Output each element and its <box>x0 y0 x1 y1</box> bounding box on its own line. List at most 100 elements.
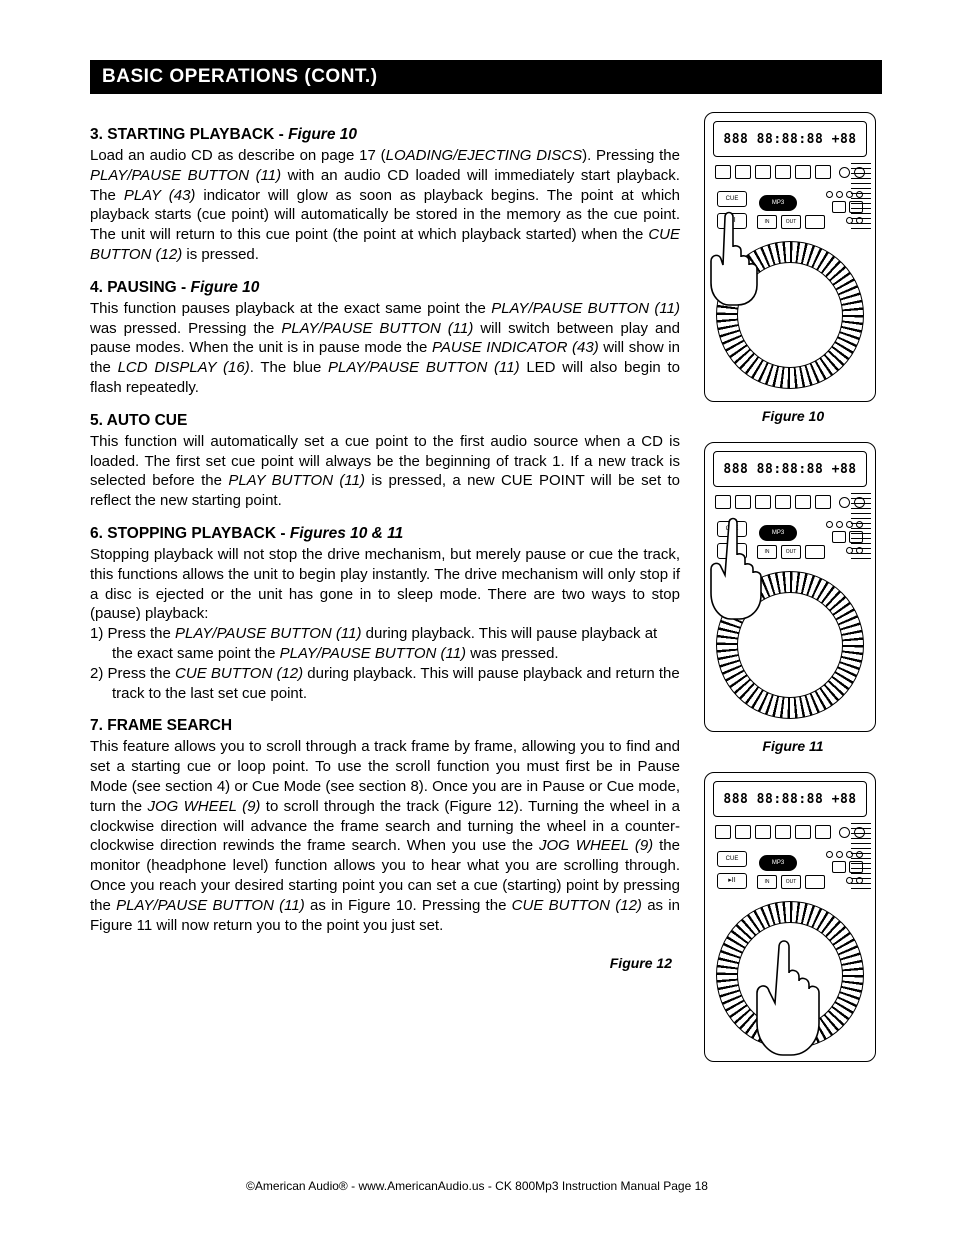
caption-fig12: Figure 12 <box>90 955 680 971</box>
t: PLAY/PAUSE BUTTON (11) <box>116 897 305 914</box>
t: PLAY (43) <box>124 187 196 204</box>
mp3-label: MP3 <box>759 195 797 211</box>
t: PLAY/PAUSE BUTTON (11) <box>175 625 361 642</box>
t: PAUSE INDICATOR (43) <box>432 339 599 356</box>
t: JOG WHEEL (9) <box>539 837 653 854</box>
t: This function pauses playback at the exa… <box>90 300 491 317</box>
in-out-buttons: IN OUT <box>757 215 825 229</box>
reloop-btn <box>805 875 825 889</box>
t: CUE BUTTON (12) <box>175 665 303 682</box>
mp3-label: MP3 <box>759 855 797 871</box>
caption-fig10: Figure 10 <box>704 408 882 424</box>
play-pause-button: ▸II <box>717 873 747 889</box>
cue-button: CUE <box>717 851 747 867</box>
lcd-display: 888 88:88:88 +88 <box>713 781 867 817</box>
caption-fig11: Figure 11 <box>704 738 882 754</box>
para-s3: Load an audio CD as describe on page 17 … <box>90 146 680 265</box>
t: PLAY/PAUSE BUTTON (11) <box>90 167 281 184</box>
t: PLAY/PAUSE BUTTON (11) <box>491 300 680 317</box>
para-s7: This feature allows you to scroll throug… <box>90 737 680 935</box>
t: CUE BUTTON (12) <box>512 897 642 914</box>
lcd-display: 888 88:88:88 +88 <box>713 451 867 487</box>
t: was pressed. Pressing the <box>90 320 281 337</box>
t: PLAY BUTTON (11) <box>228 472 365 489</box>
pitch-slider <box>861 163 865 229</box>
lcd-text: 888 88:88:88 +88 <box>723 792 856 807</box>
text-column: 3. STARTING PLAYBACK - Figure 10 Load an… <box>90 112 680 1062</box>
para-s4: This function pauses playback at the exa… <box>90 299 680 398</box>
jog-wheel <box>716 901 864 1049</box>
in-out-buttons: IN OUT <box>757 545 825 559</box>
top-btn <box>735 165 751 179</box>
para-s5: This function will automatically set a c… <box>90 432 680 511</box>
heading-s4-text: 4. PAUSING - <box>90 279 190 296</box>
s6-item-2: 2) Press the CUE BUTTON (12) during play… <box>90 664 680 704</box>
t: is pressed. <box>182 246 259 263</box>
t: ). Pressing the <box>582 147 680 164</box>
top-btn <box>795 165 811 179</box>
figure-11-diagram: 888 88:88:88 +88 CUE ▸II MP3 <box>704 442 876 732</box>
in-btn: IN <box>757 875 777 889</box>
top-btn <box>715 165 731 179</box>
heading-s6-figref: Figures 10 & 11 <box>290 525 403 542</box>
t: 1) Press the <box>90 625 175 642</box>
heading-s3: 3. STARTING PLAYBACK - Figure 10 <box>90 126 680 144</box>
play-pause-button: ▸II <box>717 213 747 229</box>
knob <box>839 167 850 178</box>
cue-button: CUE <box>717 191 747 207</box>
t: PLAY/PAUSE BUTTON (11) <box>281 320 473 337</box>
lcd-display: 888 88:88:88 +88 <box>713 121 867 157</box>
knob <box>839 827 850 838</box>
top-btn <box>755 825 771 839</box>
pitch-slider <box>861 823 865 889</box>
top-btn <box>735 825 751 839</box>
figure-column: 888 88:88:88 +88 CUE ▸II MP3 <box>704 112 882 1062</box>
heading-s6: 6. STOPPING PLAYBACK - Figures 10 & 11 <box>90 525 680 543</box>
top-button-row <box>715 165 865 179</box>
top-btn <box>735 495 751 509</box>
top-btn <box>775 825 791 839</box>
out-btn: OUT <box>781 875 801 889</box>
top-btn <box>795 825 811 839</box>
section-title-bar: BASIC OPERATIONS (CONT.) <box>90 60 882 94</box>
in-out-buttons: IN OUT <box>757 875 825 889</box>
top-btn <box>755 495 771 509</box>
t: 2) Press the <box>90 665 175 682</box>
t: Load an audio CD as describe on page 17 … <box>90 147 386 164</box>
top-btn <box>715 825 731 839</box>
page-footer: ©American Audio® - www.AmericanAudio.us … <box>0 1179 954 1193</box>
s6-item-1: 1) Press the PLAY/PAUSE BUTTON (11) duri… <box>90 624 680 664</box>
play-pause-button: ▸II <box>717 543 747 559</box>
top-button-row <box>715 825 865 839</box>
top-btn <box>815 495 831 509</box>
t: was pressed. <box>466 645 559 662</box>
cue-button: CUE <box>717 521 747 537</box>
heading-s3-text: 3. STARTING PLAYBACK - <box>90 126 288 143</box>
jog-wheel <box>716 571 864 719</box>
heading-s3-figref: Figure 10 <box>288 126 357 143</box>
t: LCD DISPLAY (16) <box>118 359 250 376</box>
heading-s4-figref: Figure 10 <box>190 279 259 296</box>
t: . The blue <box>250 359 328 376</box>
mp3-label: MP3 <box>759 525 797 541</box>
in-btn: IN <box>757 545 777 559</box>
para-s6-intro: Stopping playback will not stop the driv… <box>90 545 680 624</box>
top-btn <box>815 825 831 839</box>
reloop-btn <box>805 545 825 559</box>
figure-10-diagram: 888 88:88:88 +88 CUE ▸II MP3 <box>704 112 876 402</box>
t: JOG WHEEL (9) <box>147 798 260 815</box>
lcd-text: 888 88:88:88 +88 <box>723 462 856 477</box>
mid-controls: CUE ▸II MP3 IN OUT <box>717 191 863 231</box>
heading-s7: 7. FRAME SEARCH <box>90 717 680 735</box>
top-btn <box>775 165 791 179</box>
mid-controls: CUE ▸II MP3 IN OUT <box>717 521 863 561</box>
mid-controls: CUE ▸II MP3 IN OUT <box>717 851 863 891</box>
pitch-slider <box>861 493 865 559</box>
in-btn: IN <box>757 215 777 229</box>
lcd-text: 888 88:88:88 +88 <box>723 132 856 147</box>
reloop-btn <box>805 215 825 229</box>
heading-s4: 4. PAUSING - Figure 10 <box>90 279 680 297</box>
out-btn: OUT <box>781 545 801 559</box>
t: as in Figure 10. Pressing the <box>305 897 512 914</box>
manual-page: BASIC OPERATIONS (CONT.) 3. STARTING PLA… <box>0 0 954 1235</box>
